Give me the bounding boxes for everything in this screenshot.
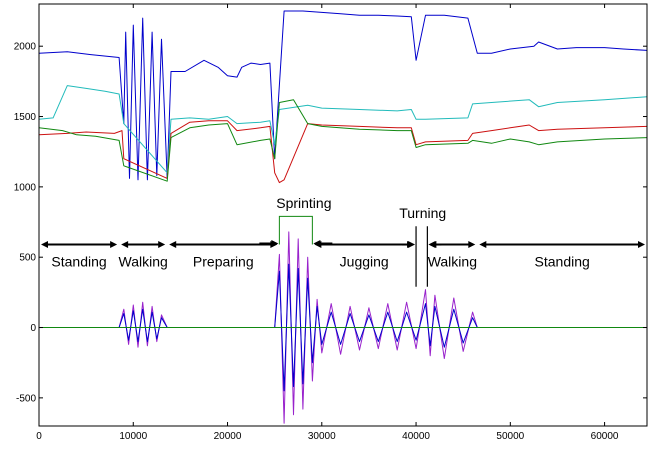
arrow-head — [638, 241, 645, 249]
arrow-head — [408, 241, 416, 249]
x-tick-label: 0 — [36, 431, 42, 442]
segment-label-walking-6: Walking — [428, 253, 477, 269]
y-tick-label: -500 — [16, 393, 36, 404]
arrow-head — [479, 241, 487, 249]
series-line-4 — [38, 99, 648, 182]
y-tick-label: 1500 — [14, 112, 37, 123]
segment-label-turning: Turning — [399, 205, 446, 221]
segment-label-walking-1: Walking — [119, 253, 168, 269]
segment-label-standing-7: Standing — [535, 253, 590, 269]
segment-label-sprinting: Sprinting — [276, 195, 331, 211]
y-tick-label: 500 — [19, 253, 36, 264]
series-line-6 — [39, 263, 647, 392]
x-tick-label: 20000 — [214, 431, 242, 442]
arrow-head — [468, 241, 476, 249]
series-layer — [38, 10, 648, 424]
x-tick-label: 50000 — [496, 431, 524, 442]
x-tick-label: 10000 — [119, 431, 147, 442]
arrow-head — [110, 241, 118, 249]
arrow-head — [169, 241, 177, 249]
y-tick-label: 2000 — [14, 42, 37, 53]
x-tick-label: 40000 — [402, 431, 430, 442]
annotation-layer: Standing Walking Preparing Sprinting Jugging… — [41, 195, 645, 287]
sprinting-bracket — [278, 215, 313, 245]
segment-label-jugging-4: Jugging — [340, 253, 389, 269]
x-tick-label: 30000 — [308, 431, 336, 442]
arrow-head — [158, 241, 166, 249]
arrow-head — [429, 241, 437, 249]
arrow-head — [271, 240, 279, 248]
segment-label-preparing-2: Preparing — [193, 253, 254, 269]
segment-label-standing-0: Standing — [51, 253, 106, 269]
arrow-head — [314, 241, 322, 249]
arrow-head — [41, 241, 48, 249]
x-tick-label: 60000 — [591, 431, 619, 442]
y-tick-label: 1000 — [14, 182, 37, 193]
series-line-1 — [38, 10, 648, 181]
axes-frame — [38, 3, 648, 427]
arrow-head — [121, 241, 129, 249]
y-axis-ticks: -500 0 500 1000 1500 2000 — [14, 42, 647, 404]
series-line-3 — [38, 120, 648, 184]
x-axis-ticks: 0 10000 20000 30000 40000 50000 60000 — [36, 4, 619, 442]
y-tick-label: 0 — [30, 323, 36, 334]
